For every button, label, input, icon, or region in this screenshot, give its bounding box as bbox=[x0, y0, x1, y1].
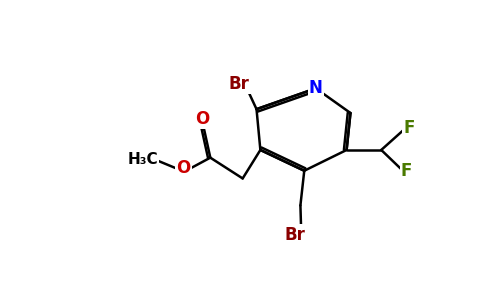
Text: N: N bbox=[309, 80, 323, 98]
Text: Br: Br bbox=[285, 226, 305, 244]
Text: F: F bbox=[403, 119, 415, 137]
Text: Br: Br bbox=[228, 75, 249, 93]
Text: O: O bbox=[176, 159, 191, 177]
Text: H₃C: H₃C bbox=[127, 152, 158, 167]
Text: F: F bbox=[401, 162, 412, 180]
Text: O: O bbox=[195, 110, 209, 128]
